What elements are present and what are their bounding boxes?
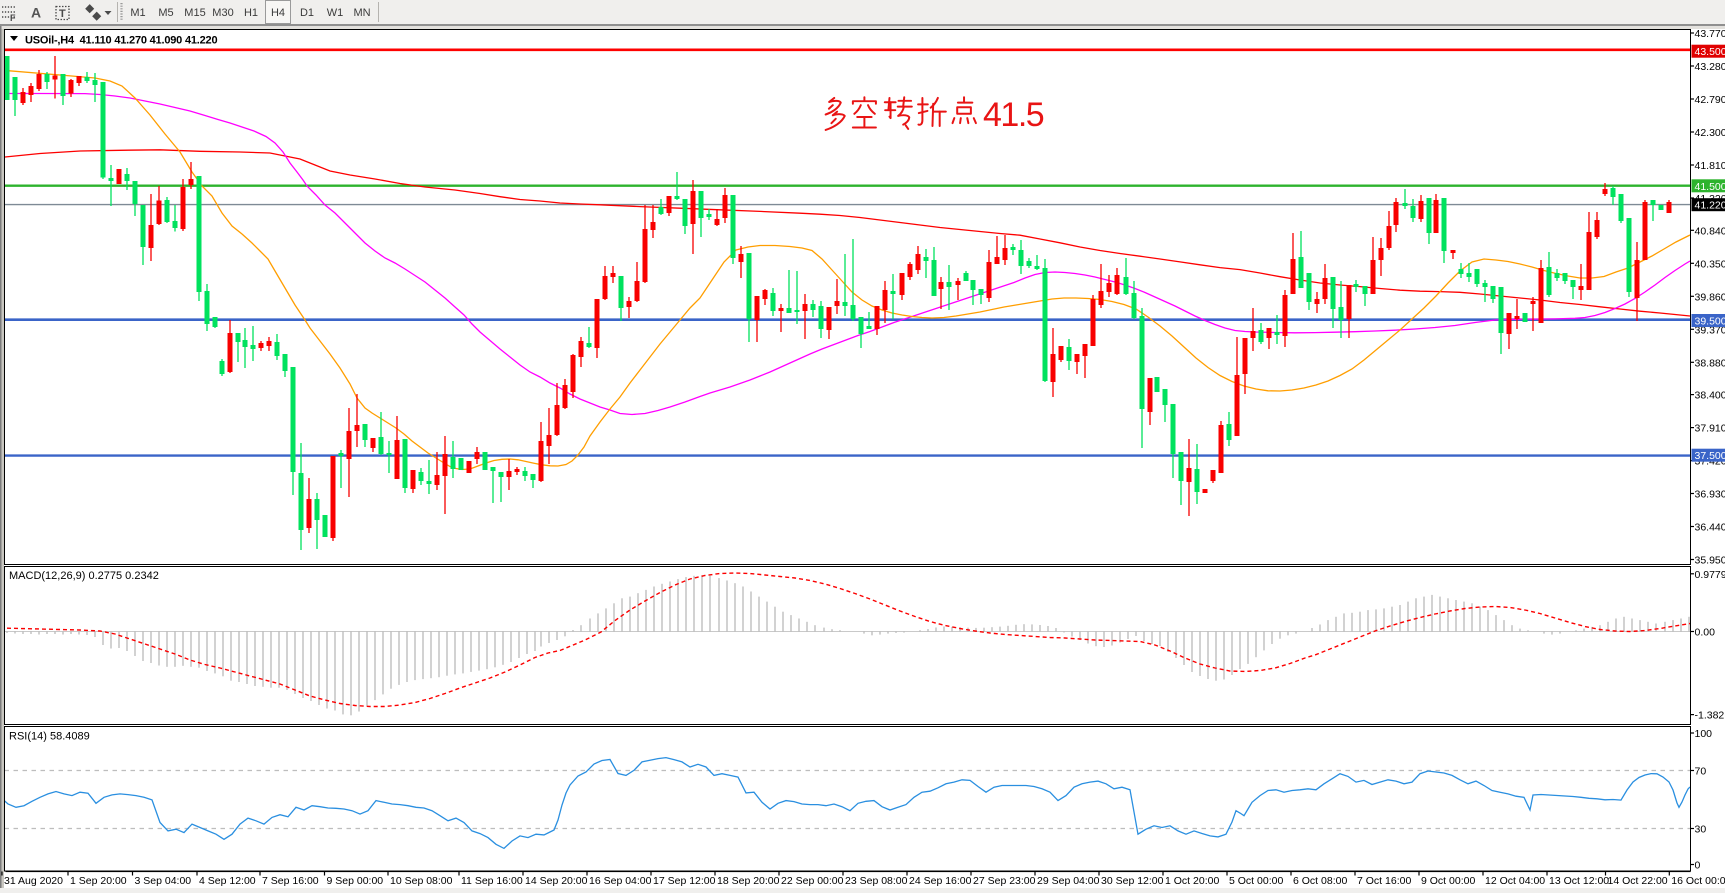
svg-text:9 Oct 00:00: 9 Oct 00:00 bbox=[1421, 875, 1475, 887]
svg-text:42.790: 42.790 bbox=[1695, 94, 1725, 106]
svg-text:24 Sep 16:00: 24 Sep 16:00 bbox=[909, 875, 972, 887]
svg-text:39.370: 39.370 bbox=[1695, 324, 1725, 336]
svg-text:30: 30 bbox=[1695, 824, 1707, 836]
svg-text:M5: M5 bbox=[158, 7, 173, 19]
svg-text:40.350: 40.350 bbox=[1695, 258, 1725, 270]
svg-text:43.770: 43.770 bbox=[1695, 28, 1725, 40]
svg-text:1 Oct 20:00: 1 Oct 20:00 bbox=[1165, 875, 1219, 887]
svg-text:38.880: 38.880 bbox=[1695, 357, 1725, 369]
svg-text:29 Sep 04:00: 29 Sep 04:00 bbox=[1037, 875, 1100, 887]
svg-text:23 Sep 08:00: 23 Sep 08:00 bbox=[845, 875, 908, 887]
svg-text:41.500: 41.500 bbox=[1695, 181, 1725, 193]
svg-text:10 Sep 08:00: 10 Sep 08:00 bbox=[390, 875, 453, 887]
svg-text:M15: M15 bbox=[184, 7, 205, 19]
svg-text:12 Oct 04:00: 12 Oct 04:00 bbox=[1485, 875, 1545, 887]
svg-text:D1: D1 bbox=[300, 7, 314, 19]
svg-text:100: 100 bbox=[1695, 728, 1713, 740]
svg-text:9 Sep 00:00: 9 Sep 00:00 bbox=[327, 875, 384, 887]
svg-text:14 Sep 20:00: 14 Sep 20:00 bbox=[525, 875, 588, 887]
svg-text:W1: W1 bbox=[327, 7, 344, 19]
svg-text:0.9779: 0.9779 bbox=[1695, 569, 1725, 581]
svg-text:0.00: 0.00 bbox=[1695, 627, 1716, 639]
svg-text:7 Sep 16:00: 7 Sep 16:00 bbox=[262, 875, 319, 887]
svg-text:41.220: 41.220 bbox=[1695, 200, 1725, 212]
svg-text:31 Aug 2020: 31 Aug 2020 bbox=[4, 875, 63, 887]
svg-text:27 Sep 23:00: 27 Sep 23:00 bbox=[973, 875, 1036, 887]
svg-text:41.810: 41.810 bbox=[1695, 160, 1725, 172]
svg-text:1 Sep 20:00: 1 Sep 20:00 bbox=[70, 875, 127, 887]
svg-text:3 Sep 04:00: 3 Sep 04:00 bbox=[135, 875, 192, 887]
svg-text:37.910: 37.910 bbox=[1695, 423, 1725, 435]
svg-text:6 Oct 08:00: 6 Oct 08:00 bbox=[1293, 875, 1347, 887]
svg-text:39.500: 39.500 bbox=[1695, 316, 1725, 328]
svg-text:30 Sep 12:00: 30 Sep 12:00 bbox=[1101, 875, 1164, 887]
svg-text:22 Sep 00:00: 22 Sep 00:00 bbox=[781, 875, 844, 887]
svg-text:43.500: 43.500 bbox=[1695, 46, 1725, 58]
svg-text:M1: M1 bbox=[130, 7, 145, 19]
svg-text:16 Oct 00:00: 16 Oct 00:00 bbox=[1671, 875, 1725, 887]
svg-text:USOil-,H4 41.110 41.270 41.09: USOil-,H4 41.110 41.270 41.090 41.220 bbox=[25, 35, 217, 47]
svg-text:16 Sep 04:00: 16 Sep 04:00 bbox=[589, 875, 652, 887]
svg-text:14 Oct 22:00: 14 Oct 22:00 bbox=[1608, 875, 1668, 887]
svg-text:4 Sep 12:00: 4 Sep 12:00 bbox=[199, 875, 256, 887]
svg-text:11 Sep 16:00: 11 Sep 16:00 bbox=[461, 875, 523, 887]
svg-text:36.440: 36.440 bbox=[1695, 522, 1725, 534]
svg-text:39.860: 39.860 bbox=[1695, 291, 1725, 303]
svg-text:H1: H1 bbox=[244, 7, 258, 19]
svg-text:RSI(14) 58.4089: RSI(14) 58.4089 bbox=[9, 731, 90, 743]
svg-text:5 Oct 00:00: 5 Oct 00:00 bbox=[1229, 875, 1283, 887]
svg-text:41.5: 41.5 bbox=[983, 96, 1044, 134]
svg-text:A: A bbox=[31, 5, 41, 21]
svg-text:7 Oct 16:00: 7 Oct 16:00 bbox=[1357, 875, 1411, 887]
svg-text:18 Sep 20:00: 18 Sep 20:00 bbox=[717, 875, 780, 887]
svg-text:13 Oct 12:00: 13 Oct 12:00 bbox=[1549, 875, 1609, 887]
svg-text:T: T bbox=[59, 8, 66, 20]
svg-text:MACD(12,26,9) 0.2775 0.2342: MACD(12,26,9) 0.2775 0.2342 bbox=[9, 570, 159, 582]
svg-text:43.280: 43.280 bbox=[1695, 61, 1725, 73]
svg-text:H4: H4 bbox=[271, 7, 285, 19]
svg-text:38.400: 38.400 bbox=[1695, 390, 1725, 402]
svg-text:36.930: 36.930 bbox=[1695, 489, 1725, 501]
svg-text:M30: M30 bbox=[212, 7, 233, 19]
svg-text:F: F bbox=[10, 13, 16, 23]
svg-text:MN: MN bbox=[353, 7, 370, 19]
svg-text:42.300: 42.300 bbox=[1695, 127, 1725, 139]
svg-text:70: 70 bbox=[1695, 766, 1707, 778]
svg-text:-1.382: -1.382 bbox=[1695, 710, 1725, 722]
svg-text:40.840: 40.840 bbox=[1695, 225, 1725, 237]
svg-text:0: 0 bbox=[1695, 860, 1701, 872]
svg-text:35.950: 35.950 bbox=[1695, 555, 1725, 567]
svg-text:17 Sep 12:00: 17 Sep 12:00 bbox=[653, 875, 716, 887]
svg-text:37.500: 37.500 bbox=[1695, 450, 1725, 462]
